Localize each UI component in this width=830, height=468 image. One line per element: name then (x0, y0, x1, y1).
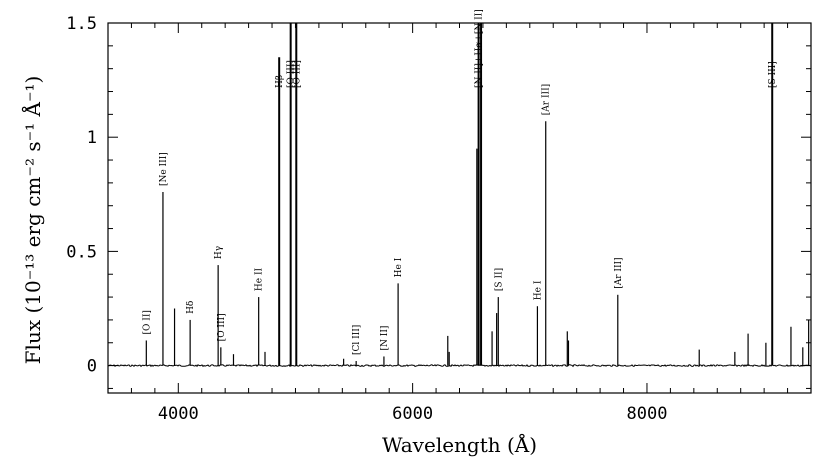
y-tick-label: 1.5 (66, 14, 97, 34)
emission-line-label: [O II] (142, 310, 152, 334)
plot-frame (107, 22, 812, 394)
spectrum-continuum (107, 364, 812, 368)
x-axis: 4000 6000 8000 (107, 23, 812, 424)
emission-line-label: [N II] (380, 326, 390, 351)
x-axis-title: Wavelength (Å) (382, 432, 537, 457)
emission-line-label: Hδ (186, 301, 196, 314)
y-tick-label: 0 (87, 357, 97, 377)
emission-line-label: [N II]+Hα+[N II] (475, 9, 485, 88)
emission-line-label: [Ar III] (614, 257, 624, 288)
y-tick-label: 1 (87, 128, 97, 148)
emission-line-label: [Ar III] (542, 84, 552, 115)
y-axis-title: Flux (10⁻¹³ erg cm⁻² s⁻¹ Å⁻¹) (20, 76, 45, 365)
emission-line-label: [Ne III] (159, 152, 169, 186)
emission-line-label: He II (255, 267, 265, 291)
emission-line-label: [O III] (292, 60, 302, 88)
x-tick-label: 6000 (392, 404, 433, 424)
emission-line-label: He I (394, 257, 404, 277)
y-axis: 0 0.5 1 1.5 (66, 14, 811, 389)
x-tick-label: 4000 (158, 404, 199, 424)
emission-line-label: [O III] (287, 60, 297, 88)
emission-line-label: [Cl III] (352, 325, 362, 355)
emission-line-label: [O III] (217, 313, 227, 341)
emission-line-label: He I (533, 280, 543, 300)
y-tick-label: 0.5 (66, 242, 97, 262)
spectrum-lines (145, 23, 810, 366)
emission-line-label: Hβ (275, 75, 285, 88)
x-tick-label: 8000 (626, 404, 667, 424)
emission-line-label: Hγ (214, 246, 224, 259)
emission-line-label: [S III] (768, 61, 778, 88)
emission-line-label: [S II] (494, 268, 504, 291)
